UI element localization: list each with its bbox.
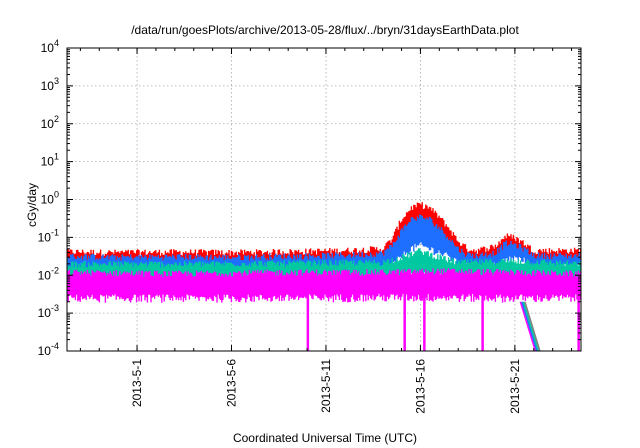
y-tick-label: 10-4 xyxy=(38,341,59,358)
y-tick-label: 104 xyxy=(41,38,59,55)
y-tick-label: 100 xyxy=(41,190,59,207)
y-tick-label: 10-2 xyxy=(38,265,59,282)
x-tick-label: 2013-5-6 xyxy=(225,359,239,407)
falloff-line xyxy=(521,301,538,351)
plot-area xyxy=(67,202,581,351)
x-tick-label: 2013-5-21 xyxy=(508,359,522,414)
y-tick-label: 101 xyxy=(41,152,59,169)
y-axis: 10-4 10-3 10-2 10-1 100 101 102 103 104 xyxy=(38,38,581,358)
x-tick-label: 2013-5-11 xyxy=(319,359,333,413)
y-tick-label: 103 xyxy=(41,76,59,93)
y-tick-label: 102 xyxy=(41,114,59,131)
x-axis: 2013-5-1 2013-5-6 2013-5-11 2013-5-16 2013-5… xyxy=(79,48,573,414)
series-group xyxy=(67,202,581,351)
chart-title: /data/run/goesPlots/archive/2013-05-28/f… xyxy=(131,23,519,37)
x-tick-label: 2013-5-16 xyxy=(413,359,427,414)
series-band xyxy=(67,268,581,303)
grid-lines xyxy=(67,48,581,351)
falloff-line xyxy=(519,301,537,351)
falloff-line xyxy=(524,301,541,351)
falloff-line xyxy=(522,301,540,351)
y-tick-label: 10-1 xyxy=(38,227,59,244)
y-tick-label: 10-3 xyxy=(38,303,59,320)
x-tick-label: 2013-5-1 xyxy=(130,359,144,407)
y-axis-label: cGy/day xyxy=(25,183,39,227)
x-axis-label: Coordinated Universal Time (UTC) xyxy=(233,431,417,445)
